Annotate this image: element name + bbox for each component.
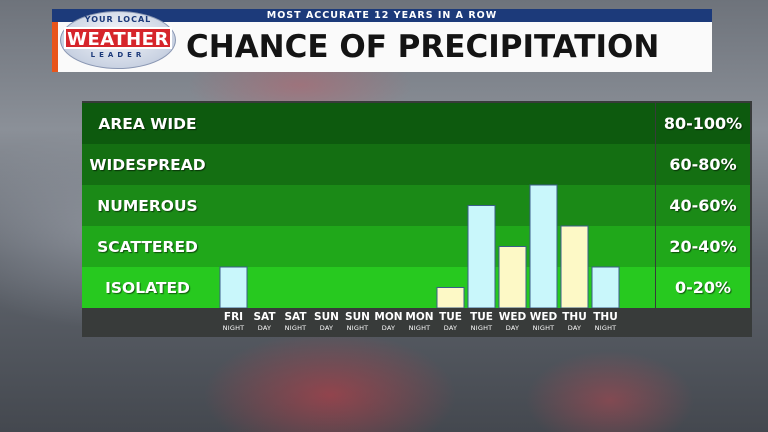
period-label: SAT DAY (249, 311, 280, 333)
logo-bottom-text: LEADER (90, 51, 146, 59)
logo-main-text: WEATHER (64, 27, 172, 50)
period-day: MON (374, 311, 403, 323)
period-labels: FRI NIGHT SAT DAY SAT NIGHT SUN DAY SUN NIGHT MON D… (213, 311, 655, 335)
period-part: DAY (381, 324, 396, 332)
band-ranges: 80-100% 60-80% 40-60% 20-40% 0-20% (656, 103, 750, 308)
band-range: 40-60% (656, 185, 750, 226)
period-label: THU DAY (559, 311, 590, 333)
period-day: SAT (284, 311, 307, 323)
period-part: DAY (505, 324, 520, 332)
period-day: WED (498, 311, 527, 323)
period-day: SAT (253, 311, 276, 323)
precip-bar (560, 225, 589, 308)
band-background (213, 103, 655, 144)
period-day: TUE (439, 311, 462, 323)
period-part: DAY (567, 324, 582, 332)
band-range: 80-100% (656, 103, 750, 144)
logo-top-text: YOUR LOCAL (84, 15, 152, 24)
precip-bar (219, 266, 248, 308)
period-part: NIGHT (470, 324, 493, 332)
precip-bar (529, 184, 558, 308)
period-day: THU (593, 311, 618, 323)
period-part: NIGHT (408, 324, 431, 332)
period-day: THU (562, 311, 587, 323)
band-background (213, 267, 655, 308)
precip-bar (498, 246, 527, 308)
period-label: THU NIGHT (590, 311, 621, 333)
period-label: FRI NIGHT (218, 311, 249, 333)
period-day: FRI (223, 311, 244, 323)
period-part: NIGHT (222, 324, 245, 332)
band-background (213, 185, 655, 226)
period-part: NIGHT (284, 324, 307, 332)
period-part: NIGHT (532, 324, 555, 332)
band-label: NUMEROUS (82, 185, 213, 226)
band-label: ISOLATED (82, 267, 213, 308)
band-labels: AREA WIDE WIDESPREAD NUMEROUS SCATTERED … (82, 103, 213, 308)
period-label: MON NIGHT (404, 311, 435, 333)
band-range: 20-40% (656, 226, 750, 267)
precip-bar (436, 287, 465, 308)
tagline-strip: MOST ACCURATE 12 YEARS IN A ROW (52, 9, 712, 22)
band-range: 60-80% (656, 144, 750, 185)
period-part: DAY (443, 324, 458, 332)
band-range: 0-20% (656, 267, 750, 308)
period-label: MON DAY (373, 311, 404, 333)
band-label: SCATTERED (82, 226, 213, 267)
period-part: NIGHT (594, 324, 617, 332)
period-day: TUE (470, 311, 493, 323)
period-day: SUN (345, 311, 370, 323)
period-part: DAY (257, 324, 272, 332)
period-day: WED (529, 311, 558, 323)
period-label: WED NIGHT (528, 311, 559, 333)
period-label: TUE DAY (435, 311, 466, 333)
precip-bar (467, 205, 496, 308)
period-label: SUN DAY (311, 311, 342, 333)
period-day: SUN (314, 311, 339, 323)
station-logo: YOUR LOCAL WEATHER LEADER (60, 11, 176, 69)
period-label: SUN NIGHT (342, 311, 373, 333)
period-label: TUE NIGHT (466, 311, 497, 333)
period-label: WED DAY (497, 311, 528, 333)
period-part: DAY (319, 324, 334, 332)
band-label: AREA WIDE (82, 103, 213, 144)
band-background (213, 226, 655, 267)
period-label: SAT NIGHT (280, 311, 311, 333)
period-part: NIGHT (346, 324, 369, 332)
band-label: WIDESPREAD (82, 144, 213, 185)
page-title: CHANCE OF PRECIPITATION (186, 29, 660, 65)
precip-bar (591, 266, 620, 308)
precip-plot (213, 103, 655, 308)
band-background (213, 144, 655, 185)
period-day: MON (405, 311, 434, 323)
